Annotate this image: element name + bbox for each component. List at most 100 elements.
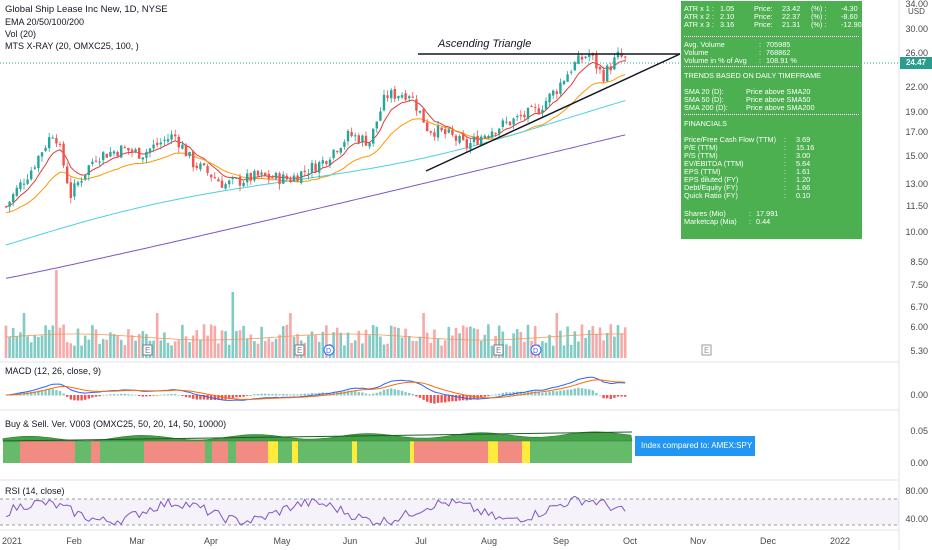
time-tick-label: Feb — [66, 536, 82, 546]
macd-histogram-bar — [498, 393, 501, 396]
volume-legend[interactable]: Vol (20) — [5, 29, 37, 39]
volume-bar — [397, 327, 400, 358]
volume-bar — [375, 326, 379, 358]
time-tick-label: Mar — [129, 536, 145, 546]
time-tick-label: Sep — [553, 536, 569, 546]
volume-bar — [188, 342, 191, 358]
volume-bar — [544, 342, 548, 358]
macd-histogram-bar — [451, 395, 454, 402]
macd-histogram-bar — [213, 395, 216, 400]
financial-row-cell: : — [784, 151, 787, 160]
price-tick-label: 6.70 — [910, 302, 928, 312]
svg-text:E: E — [145, 346, 150, 355]
volume-bar — [238, 330, 242, 358]
candle-body — [336, 151, 339, 153]
candle-body — [210, 174, 213, 178]
macd-histogram-bar — [490, 394, 494, 396]
candle-body — [76, 182, 80, 186]
trend-row-cell: SMA 200 (D): — [684, 103, 728, 112]
macd-legend[interactable]: MACD (12, 26, close, 9) — [5, 366, 102, 376]
candle-body — [332, 149, 335, 158]
volume-bar — [411, 340, 415, 358]
volume-bar — [62, 324, 65, 358]
volume-bar — [58, 327, 62, 358]
volume-bar — [231, 292, 235, 358]
financial-row-cell: : — [784, 143, 787, 152]
volume-bar — [256, 343, 260, 358]
candle-body — [303, 170, 306, 172]
time-tick-label: Aug — [481, 536, 497, 546]
candle-body — [375, 121, 378, 129]
volume-bar — [407, 335, 411, 358]
volume-bar — [177, 340, 181, 358]
macd-histogram-bar — [508, 392, 512, 396]
rsi-legend[interactable]: RSI (14, close) — [5, 486, 65, 496]
macd-histogram-bar — [202, 395, 206, 400]
volume-bar — [227, 344, 231, 358]
macd-histogram-bar — [217, 395, 220, 400]
price-tick-label: 7.50 — [910, 280, 928, 290]
xray-legend[interactable]: MTS X-RAY (20, OMXC25, 100, ) — [5, 41, 139, 51]
candle-body — [192, 151, 195, 168]
candle-body — [357, 135, 360, 144]
candle-body — [472, 136, 476, 143]
candle-body — [318, 162, 321, 173]
indicator-tick-label: 0.00 — [910, 458, 928, 468]
buysell-segment — [228, 441, 236, 463]
macd-histogram-bar — [256, 394, 260, 396]
candle-body — [91, 161, 94, 164]
candle-body — [555, 91, 558, 94]
macd-histogram-bar — [573, 388, 576, 396]
candle-body — [127, 147, 130, 151]
candle-body — [199, 163, 202, 170]
volume-bar — [321, 331, 325, 358]
buysell-segment — [530, 441, 632, 463]
financial-row-cell: 5.64 — [796, 159, 811, 168]
macd-histogram-bar — [246, 395, 249, 396]
candle-body — [393, 89, 396, 99]
price-tick-label: 10.00 — [905, 227, 928, 237]
financial-row-cell: : — [784, 135, 787, 144]
macd-histogram-bar — [566, 389, 569, 396]
candle-body — [552, 90, 555, 96]
buysell-legend[interactable]: Buy & Sell. Ver. V003 (OMXC25, 50, 20, 1… — [5, 419, 227, 429]
financial-row-cell: : — [784, 191, 787, 200]
volume-bar — [94, 329, 98, 358]
volume-row-cell: Avg. Volume — [684, 40, 725, 49]
trend-row-cell: SMA 20 (D): — [684, 87, 724, 96]
volume-ma-line — [5, 333, 626, 341]
candle-body — [181, 144, 184, 149]
financial-row-cell: 3.69 — [796, 135, 811, 144]
volume-bar — [69, 343, 73, 358]
volume-bar — [339, 332, 343, 358]
buysell-segment — [3, 441, 20, 463]
time-tick-label: Dec — [760, 536, 777, 546]
macd-histogram-bar — [350, 390, 353, 396]
volume-bar — [195, 330, 199, 358]
atr-row-cell: (%) : — [811, 4, 827, 13]
volume-bar — [609, 324, 613, 358]
macd-histogram-bar — [163, 394, 166, 396]
macd-histogram-bar — [87, 395, 90, 399]
buysell-segment — [298, 441, 352, 463]
volume-row-cell: Volume in % of Avg — [684, 56, 747, 65]
macd-histogram-bar — [422, 395, 425, 400]
candle-body — [289, 179, 292, 182]
indicator-tick-label: 80.00 — [905, 486, 928, 496]
volume-bar — [490, 345, 494, 358]
candle-body — [490, 131, 494, 138]
ema-legend[interactable]: EMA 20/50/100/200 — [5, 17, 85, 27]
volume-bar — [184, 336, 188, 358]
volume-bar — [4, 325, 8, 358]
candle-body — [292, 175, 296, 182]
macd-histogram-bar — [354, 391, 357, 396]
volume-bar — [202, 324, 206, 358]
macd-histogram-bar — [285, 394, 288, 396]
candle-body — [314, 163, 317, 173]
macd-histogram-bar — [152, 395, 155, 396]
atr-row-cell: ATR x 3 : — [684, 20, 714, 29]
candle-body — [94, 160, 98, 162]
candle-body — [368, 142, 371, 147]
candle-body — [12, 194, 15, 202]
macd-histogram-bar — [98, 395, 101, 397]
